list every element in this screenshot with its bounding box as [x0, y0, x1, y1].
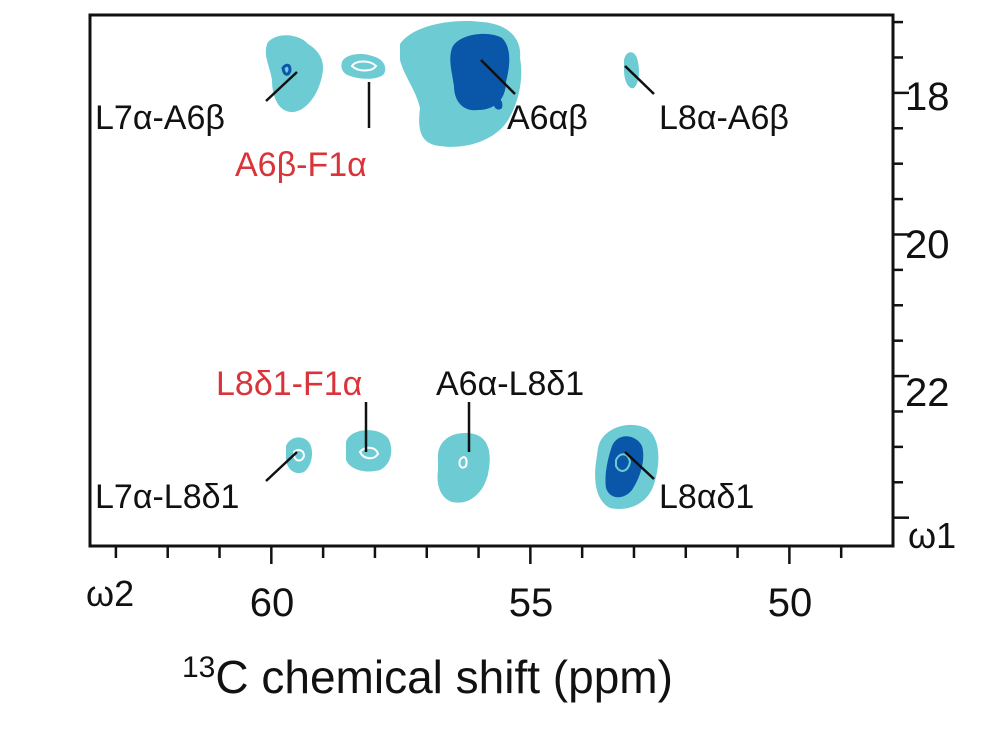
- peak-label: L7α-L8δ1: [95, 478, 239, 516]
- y-axis-name: ω1: [908, 515, 956, 556]
- peak-label: A6αβ: [507, 99, 588, 137]
- contour-layer: [265, 20, 659, 509]
- peak-label: L8αδ1: [659, 478, 754, 516]
- peak-contour-l8a-a6b: [624, 52, 639, 89]
- peak-contour-a6b-f1a: [341, 54, 386, 79]
- peak-label: L8δ1-F1α: [216, 365, 362, 403]
- x-axis-name: ω2: [86, 573, 134, 614]
- x-tick-label: 60: [250, 581, 295, 625]
- leader-line: [624, 65, 655, 95]
- x-tick-label: 50: [768, 581, 813, 625]
- y-tick-label: 22: [905, 371, 950, 415]
- annotation-leaders: [265, 59, 655, 482]
- y-tick-label: 20: [905, 223, 950, 267]
- x-axis-label: 13C chemical shift (ppm): [182, 651, 673, 703]
- x-tick-label: 55: [509, 581, 554, 625]
- peak-label: L8α-A6β: [659, 99, 789, 137]
- leader-line: [265, 451, 298, 482]
- leader-line: [265, 71, 298, 102]
- peak-contour-l8d1-f1a: [346, 430, 392, 472]
- y-tick-label: 18: [905, 75, 950, 119]
- peak-contour-l7a-l8d1: [286, 437, 312, 474]
- peak-label: L7α-A6β: [95, 99, 225, 137]
- x-axis-label-main: C chemical shift (ppm): [215, 651, 673, 703]
- peak-label: A6β-F1α: [235, 146, 367, 184]
- plot-frame: [88, 13, 895, 548]
- peak-contour-l8ad1: [595, 424, 659, 509]
- leader-line: [624, 451, 655, 480]
- peak-contour-a6ab: [400, 20, 522, 147]
- y-axis-ticks: [893, 20, 909, 519]
- x-axis-ticks: [114, 546, 843, 564]
- x-axis-label-superscript: 13: [182, 651, 215, 684]
- peak-label: A6α-L8δ1: [436, 365, 584, 403]
- peak-contour-a6a-l8d1: [437, 433, 490, 503]
- leader-line: [480, 59, 516, 95]
